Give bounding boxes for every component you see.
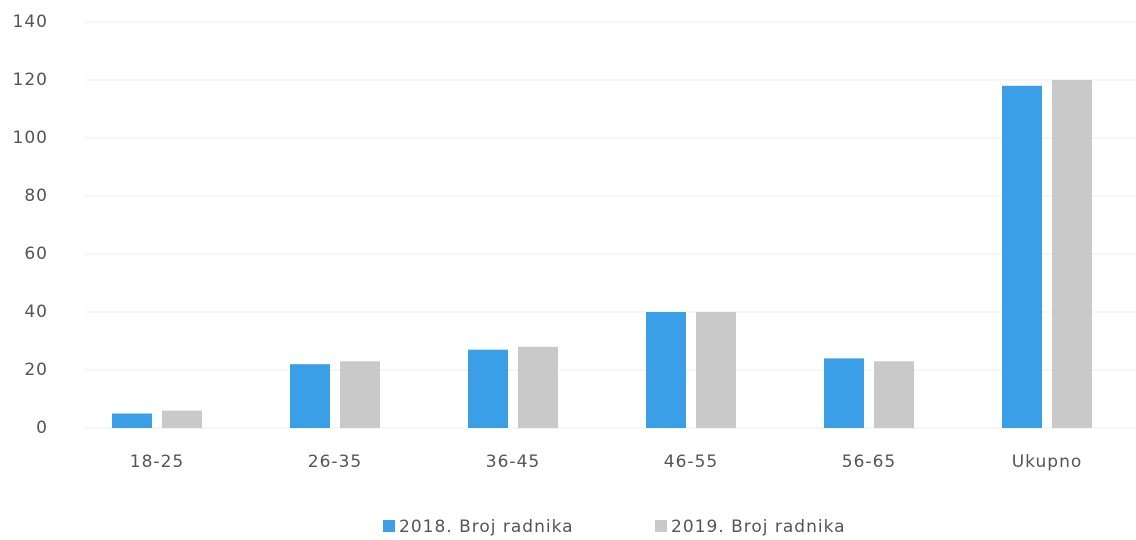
y-tick-label: 0 [36, 418, 48, 438]
y-tick-label: 80 [24, 186, 48, 206]
y-tick-label: 100 [13, 128, 48, 148]
x-tick-label: Ukupno [1012, 452, 1083, 472]
bar [468, 349, 508, 428]
x-tick-label: 18-25 [130, 452, 184, 472]
bar [1002, 85, 1042, 429]
bar [290, 364, 330, 428]
bar [112, 413, 152, 428]
legend-swatch [655, 520, 667, 532]
x-tick-label: 36-45 [486, 452, 540, 472]
bar [874, 361, 914, 428]
y-tick-label: 140 [13, 12, 48, 32]
y-tick-label: 40 [24, 302, 48, 322]
legend-label: 2018. Broj radnika [399, 517, 574, 537]
bar [696, 312, 736, 428]
bar [1052, 80, 1092, 428]
bar [340, 361, 380, 428]
x-tick-label: 26-35 [308, 452, 362, 472]
legend-swatch [383, 520, 395, 532]
x-tick-label: 56-65 [842, 452, 896, 472]
bar [824, 358, 864, 428]
legend-label: 2019. Broj radnika [671, 517, 846, 537]
bar [646, 312, 686, 428]
y-tick-label: 60 [24, 244, 48, 264]
x-tick-label: 46-55 [664, 452, 718, 472]
y-tick-label: 20 [24, 360, 48, 380]
y-tick-label: 120 [13, 70, 48, 90]
bar [518, 346, 558, 428]
bar [162, 410, 202, 428]
